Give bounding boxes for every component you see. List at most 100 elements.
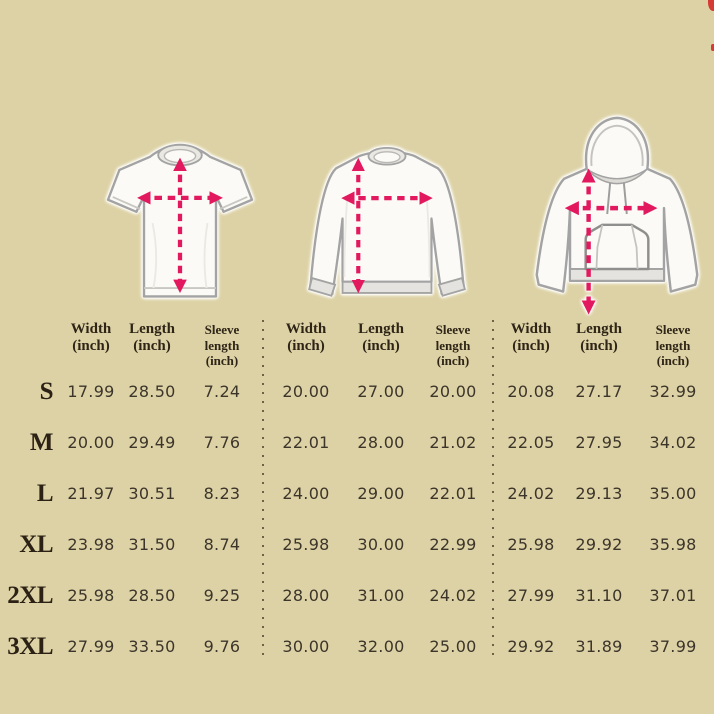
sweatshirt-fold <box>425 198 431 278</box>
size-label-column: S M L XL 2XL 3XL <box>0 320 62 672</box>
table-cell: 32.00 <box>357 637 405 656</box>
table-cell: 25.98 <box>67 586 115 605</box>
table-cell: 8.74 <box>203 535 241 554</box>
table-cell: 31.00 <box>357 586 405 605</box>
table-cell: 27.17 <box>575 382 623 401</box>
tshirt-fold <box>203 222 209 289</box>
table-cell: 29.92 <box>507 637 555 656</box>
table-cell: 31.89 <box>575 637 623 656</box>
table-cell: 31.10 <box>575 586 623 605</box>
table-cell: 9.25 <box>203 586 241 605</box>
tshirt-left-sleeve-stitch <box>112 196 141 210</box>
hoodie-pocket <box>584 223 650 271</box>
hoodie-pocket-opening-left <box>595 224 604 270</box>
table-cell: 31.50 <box>128 535 176 554</box>
tshirt-collar-inner <box>163 148 197 164</box>
table-cell: 24.02 <box>429 586 477 605</box>
table-cell: 32.99 <box>649 382 697 401</box>
size-table-sweatshirt: Width (inch) Length (inch) Sleeve length… <box>266 320 490 672</box>
table-cell: 27.99 <box>67 637 115 656</box>
table-cell: 27.95 <box>575 433 623 452</box>
table-cell: 20.00 <box>429 382 477 401</box>
table-cell: 22.99 <box>429 535 477 554</box>
table-cell: 29.49 <box>128 433 176 452</box>
table-cell: 20.00 <box>67 433 115 452</box>
table-cell: 34.02 <box>649 433 697 452</box>
sweatshirt-right-cuff <box>437 276 466 297</box>
hoodie-illustration <box>535 116 699 315</box>
table-cell: 30.00 <box>357 535 405 554</box>
red-edge-artifact <box>708 0 714 11</box>
column-header-width: Width (inch) <box>510 321 552 355</box>
table-cell: 35.00 <box>649 484 697 503</box>
table-cell: 22.01 <box>282 433 330 452</box>
sweatshirt-illustration <box>308 146 466 297</box>
table-cell: 29.13 <box>575 484 623 503</box>
table-cell: 29.92 <box>575 535 623 554</box>
table-cell: 25.00 <box>429 637 477 656</box>
table-cell: 23.98 <box>67 535 115 554</box>
table-cell: 25.98 <box>282 535 330 554</box>
hoodie-hood-opening <box>586 168 648 185</box>
table-cell: 20.08 <box>507 382 555 401</box>
size-label-m: M <box>29 428 54 456</box>
sweatshirt-left-cuff <box>308 276 337 297</box>
size-tables: S M L XL 2XL 3XL Width (inch) Length (in… <box>0 320 714 672</box>
hoodie-hem-band <box>569 268 665 282</box>
table-cell: 21.97 <box>67 484 115 503</box>
size-table-hoodie: Width (inch) Length (inch) Sleeve length… <box>496 320 714 672</box>
table-cell: 27.00 <box>357 382 405 401</box>
table-cell: 22.01 <box>429 484 477 503</box>
table-cell: 9.76 <box>203 637 241 656</box>
table-cell: 24.00 <box>282 484 330 503</box>
column-header-length: Length (inch) <box>576 321 622 355</box>
hoodie-measure-arrows <box>564 168 658 315</box>
table-cell: 27.99 <box>507 586 555 605</box>
tshirt-measure-arrows <box>137 157 223 294</box>
table-cell: 22.05 <box>507 433 555 452</box>
table-cell: 7.24 <box>203 382 241 401</box>
column-header-sleeve: Sleeve length (inch) <box>204 322 240 369</box>
column-header-sleeve: Sleeve length (inch) <box>655 322 691 369</box>
dotted-divider <box>262 320 264 662</box>
size-label-l: L <box>36 479 54 507</box>
sweatshirt-body <box>308 150 466 296</box>
table-cell: 25.98 <box>507 535 555 554</box>
hoodie-hood-inner-line <box>590 124 644 167</box>
size-table-tshirt: Width (inch) Length (inch) Sleeve length… <box>62 320 260 672</box>
column-header-length: Length (inch) <box>358 321 404 355</box>
table-cell: 8.23 <box>203 484 241 503</box>
table-cell: 17.99 <box>67 382 115 401</box>
column-header-width: Width (inch) <box>70 321 112 355</box>
hoodie-pocket-opening-right <box>630 224 639 270</box>
sweatshirt-measure-arrows <box>341 157 433 294</box>
table-cell: 7.76 <box>203 433 241 452</box>
tshirt-right-sleeve-stitch <box>219 196 248 210</box>
size-label-xl: XL <box>19 530 53 558</box>
table-cell: 28.00 <box>282 586 330 605</box>
sweatshirt-hem-band <box>341 280 433 294</box>
table-cell: 30.00 <box>282 637 330 656</box>
table-cell: 35.98 <box>649 535 697 554</box>
table-cell: 21.02 <box>429 433 477 452</box>
sweatshirt-collar-inner <box>373 151 401 164</box>
column-header-width: Width (inch) <box>285 321 327 355</box>
table-cell: 29.00 <box>357 484 405 503</box>
red-edge-artifact <box>711 44 714 51</box>
dotted-divider <box>492 320 494 662</box>
table-cell: 30.51 <box>128 484 176 503</box>
size-label-2xl: 2XL <box>7 581 53 609</box>
tshirt-illustration <box>106 143 254 298</box>
tshirt-fold <box>151 222 158 289</box>
table-cell: 28.50 <box>128 586 176 605</box>
table-cell: 37.99 <box>649 637 697 656</box>
column-header-sleeve: Sleeve length (inch) <box>435 322 471 369</box>
size-label-3xl: 3XL <box>7 632 53 660</box>
size-col-spacer <box>0 320 62 366</box>
column-header-length: Length (inch) <box>129 321 175 355</box>
table-cell: 24.02 <box>507 484 555 503</box>
table-cell: 28.50 <box>128 382 176 401</box>
table-cell: 37.01 <box>649 586 697 605</box>
table-cell: 28.00 <box>357 433 405 452</box>
